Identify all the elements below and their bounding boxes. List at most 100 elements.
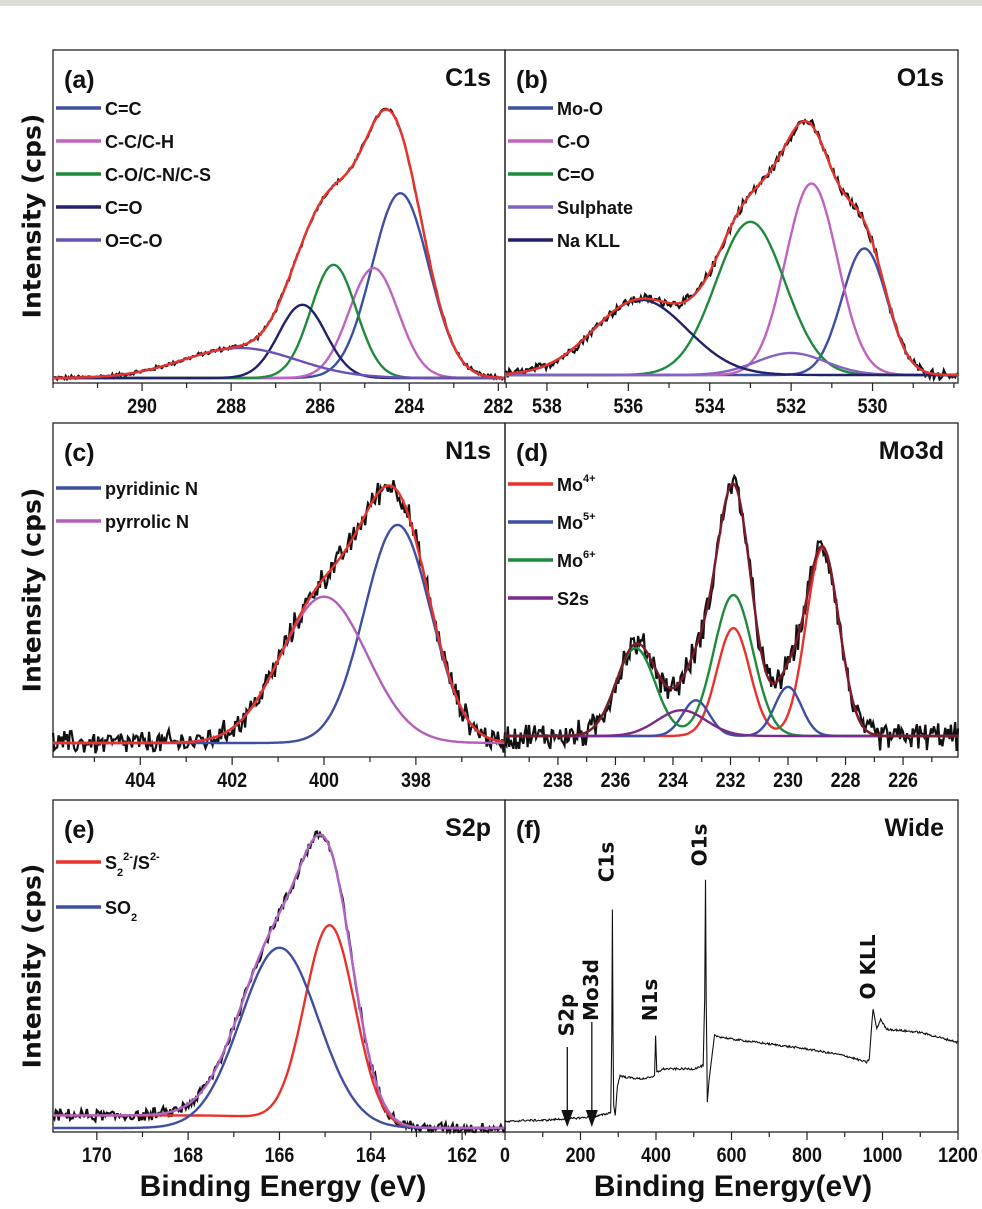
legend-label: Na KLL [557,231,620,251]
panel-label: (f) [516,816,541,844]
legend-label: C=C [105,99,142,119]
legend-label-part: O=C-O [105,231,163,251]
x-tick-label: 232 [716,769,746,793]
annotation-label: N1s [638,979,662,1022]
x-tick-label: 530 [858,395,888,419]
plot-frame [52,799,506,1133]
legend-label-part: S [105,853,117,873]
fit-envelope [53,108,505,380]
legend-label-part: Na KLL [557,231,620,251]
x-tick-label: 1000 [863,1144,903,1168]
survey-spectrum [504,879,959,1123]
legend-label: Mo-O [557,99,603,119]
legend-item-sulphate: Sulphate [508,198,633,218]
panel-title: C1s [445,64,491,92]
x-tick-label: 532 [776,395,806,419]
legend-item-mo5: Mo5+ [508,511,596,533]
legend-item-s2s: S2s [508,589,589,609]
panel-label: (b) [516,66,548,94]
x-tick-label: 538 [532,395,562,419]
legend-item-mo-o: Mo-O [508,99,603,119]
legend-label-part: 5+ [583,511,596,523]
legend-label-part: S2s [557,589,589,609]
legend-label-part: C-O/C-N/C-S [105,165,211,185]
x-axis-label-left: Binding Energy (eV) [140,1170,427,1203]
x-tick-label: 226 [888,769,918,793]
legend-label-part: /S [133,853,150,873]
legend-label: O=C-O [105,231,163,251]
fit-component-c-o-c-n-c-s [53,263,505,380]
legend-label: Sulphate [557,198,633,218]
x-tick-label: 1200 [938,1144,978,1168]
legend-item-pyrrolic-n: pyrrolic N [56,512,189,532]
x-tick-label: 200 [566,1144,596,1168]
x-tick-label: 282 [483,395,513,419]
fit-component-s22-s2 [53,923,505,1130]
peak-annotation-mo3d: Mo3d [579,959,603,1127]
peak-annotation-n1s: N1s [638,979,662,1022]
legend-item-mo4: Mo4+ [508,473,596,495]
legend-label: Mo6+ [557,549,596,571]
legend-label-part: C-C/C-H [105,132,174,152]
fit-component-mo4 [505,546,958,738]
panel-f: 0 200 400 600 800 1000 1200 (f) Wide S2p Mo3d C1s N1… [500,799,978,1168]
legend-label: pyrrolic N [105,512,189,532]
legend-label: Mo4+ [557,473,596,495]
annotation-label: C1s [595,842,619,883]
x-tick-label: 400 [309,769,339,793]
fit-component-mo5 [505,685,958,738]
legend-item-mo6: Mo6+ [508,549,596,571]
x-tick-label: 170 [82,1144,112,1168]
x-tick-label: 800 [792,1144,822,1168]
x-tick-label: 162 [447,1144,477,1168]
legend-item-so2: SO2 [56,898,137,924]
fit-component-mo-o [505,247,958,377]
y-axis-label: Intensity (cps) [18,864,47,1069]
y-axis-label: Intensity (cps) [18,114,47,319]
legend-label-part: 6+ [583,549,596,561]
x-tick-label: 230 [773,769,803,793]
legend-label-part: 2- [150,851,160,863]
legend-label-part: C=O [105,198,143,218]
panel-label: (e) [64,816,95,844]
legend-item-pyridinic-n: pyridinic N [56,479,198,499]
fit-envelope [53,484,506,745]
legend-label: C=O [557,165,595,185]
x-tick-label: 402 [217,769,247,793]
legend-item-c-o-c-n-c-s: C-O/C-N/C-S [56,165,211,185]
top-band [0,0,982,6]
fit-component-c-o [53,303,505,380]
plot-frame [504,49,959,384]
x-tick-label: 534 [695,395,725,419]
arrow-head-icon [585,1110,598,1127]
legend-label-part: Mo [557,475,583,495]
legend-label: C=O [105,198,143,218]
panel-label: (a) [64,66,95,94]
legend-label-part: pyrrolic N [105,512,189,532]
legend-label: S22-/S2- [105,851,160,879]
legend-item-c-o: C=O [508,165,595,185]
legend-label-part: Sulphate [557,198,633,218]
legend-label: S2s [557,589,589,609]
x-tick-label: 536 [613,395,643,419]
legend-label-part: 4+ [583,473,596,485]
legend-label-part: Mo-O [557,99,603,119]
legend-label-part: C=O [557,165,595,185]
legend-label: C-C/C-H [105,132,174,152]
x-tick-label: 236 [601,769,631,793]
panel-c: 404 402 400 398 (c) N1s pyridinic N pyrrolic N [51,422,507,793]
plot-frame [504,799,959,1133]
panel-d: 238 236 234 232 230 228 226(d) Mo3dMo4+Mo5+Mo6+… [504,422,960,793]
x-tick-label: 398 [401,769,431,793]
x-tick-label: 164 [356,1144,386,1168]
legend-label-part: C-O [557,132,590,152]
legend-label-part: Mo [557,551,583,571]
panel-label: (c) [64,439,95,467]
panel-title: Wide [885,814,945,842]
fit-component-c-c [53,191,505,380]
legend-label: Mo5+ [557,511,596,533]
legend-item-s22-s2: S22-/S2- [56,851,160,879]
fit-component-c-c-c-h [53,266,505,380]
x-tick-label: 238 [543,769,573,793]
